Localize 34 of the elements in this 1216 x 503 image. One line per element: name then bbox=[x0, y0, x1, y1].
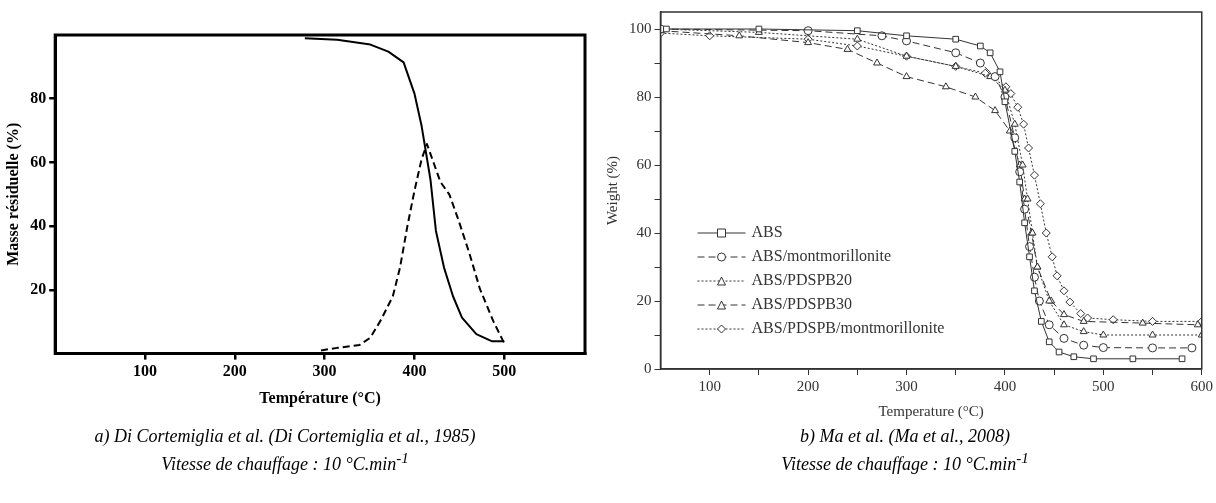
x-tick-label: 400 bbox=[402, 362, 427, 380]
legend-label: ABS/PDSPB20 bbox=[751, 271, 852, 289]
x-tick-label: 600 bbox=[1190, 377, 1213, 394]
legend-label: ABS bbox=[751, 223, 783, 241]
legend-label: ABS/montmorillonite bbox=[751, 247, 892, 265]
y-tick-label: 80 bbox=[30, 88, 47, 106]
x-tick-label: 500 bbox=[492, 362, 517, 380]
x-tick-label: 500 bbox=[1092, 377, 1115, 394]
text: b) Ma et al. (Ma et al., 2008) bbox=[799, 425, 1011, 447]
y-tick-label: 40 bbox=[636, 223, 652, 240]
x-tick-label: 300 bbox=[895, 377, 918, 394]
y-tick-label: 60 bbox=[30, 152, 47, 170]
y-tick-label: 80 bbox=[636, 87, 652, 104]
text: Vitesse de chauffage : 10 °C.min$^{-1}$ bbox=[160, 449, 410, 475]
y-tick-label: 100 bbox=[629, 19, 652, 36]
y-tick-label: 60 bbox=[636, 155, 652, 172]
x-tick-label: 100 bbox=[698, 377, 721, 394]
y-tick-label: 40 bbox=[30, 216, 47, 234]
y-axis-title: Weight (%) bbox=[603, 155, 621, 226]
x-axis-title: Température (°C) bbox=[259, 388, 381, 407]
x-tick-label: 300 bbox=[312, 362, 337, 380]
x-tick-label: 100 bbox=[133, 362, 157, 380]
y-tick-label: 20 bbox=[30, 280, 47, 298]
x-tick-label: 200 bbox=[222, 362, 247, 380]
x-tick-label: 200 bbox=[796, 377, 820, 394]
legend-label: ABS/PDSPB30 bbox=[751, 295, 852, 313]
text: a) Di Cortemiglia et al. (Di Cortemiglia et al., 1985) bbox=[93, 425, 477, 447]
x-axis-title: Temperature (°C) bbox=[878, 402, 984, 420]
text: Vitesse de chauffage : 10 °C.min$^{-1}$ bbox=[780, 449, 1030, 475]
x-tick-label: 400 bbox=[993, 377, 1017, 394]
y-tick-label: 20 bbox=[636, 291, 652, 308]
y-axis-title: Masse résiduelle (%) bbox=[3, 122, 22, 266]
y-tick-label: 0 bbox=[644, 359, 652, 376]
legend-label: ABS/PDSPB/montmorillonite bbox=[751, 319, 945, 337]
